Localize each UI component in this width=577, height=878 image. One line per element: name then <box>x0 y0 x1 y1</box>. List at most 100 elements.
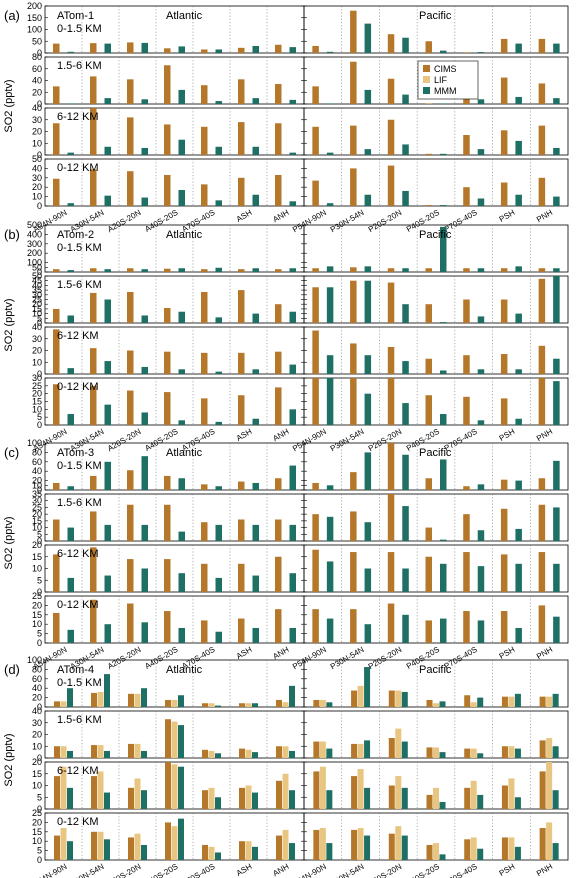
y-tick-label: 15 <box>32 552 42 562</box>
x-tick-label: P30N-54N <box>329 427 366 454</box>
bar-cims <box>388 833 395 860</box>
y-tick-label: 20 <box>32 540 42 550</box>
bar-mmm <box>552 790 559 809</box>
bar-mmm <box>104 361 111 374</box>
bar-cims <box>53 123 60 155</box>
bar-cims <box>425 268 432 272</box>
bar-mmm <box>477 369 485 374</box>
bar-cims <box>90 475 97 490</box>
bar-cims <box>164 174 171 206</box>
bar-mmm <box>67 787 73 809</box>
bar-cims <box>275 519 282 541</box>
bar-mmm <box>67 315 74 323</box>
bar-mmm <box>215 486 222 490</box>
x-tick-label: A30N-54N <box>69 862 106 878</box>
x-tick-label: P20S-20N <box>367 862 404 878</box>
y-tick-label: 10 <box>32 523 42 533</box>
bar-cims <box>538 38 546 53</box>
bar-mmm <box>364 89 372 104</box>
bar-mmm <box>104 624 111 643</box>
bar-mmm <box>364 568 372 592</box>
bar-cims <box>201 49 208 53</box>
bar-mmm <box>67 51 74 53</box>
bar-mmm <box>104 750 110 758</box>
bar-cims <box>238 395 245 425</box>
bar-cims <box>201 398 208 425</box>
bar-cims <box>127 268 134 272</box>
bar-cims <box>387 78 395 104</box>
bar-cims <box>501 837 508 860</box>
bar-cims <box>165 822 171 860</box>
y-tick-label: 40 <box>32 103 42 113</box>
bar-mmm <box>402 304 409 323</box>
bar-mmm <box>215 200 222 206</box>
bar-mmm <box>141 790 147 809</box>
bar-cims <box>238 177 245 206</box>
bar-cims <box>500 479 508 490</box>
bar-cims <box>275 556 282 592</box>
bar-cims <box>538 177 546 206</box>
bar-cims <box>387 603 395 643</box>
bar-mmm <box>289 47 296 53</box>
y-tick-label: 20 <box>32 509 42 519</box>
bar-mmm <box>178 420 185 425</box>
bar-mmm <box>477 52 485 53</box>
y-tick-label: 40 <box>32 683 42 693</box>
bar-cims <box>350 343 357 374</box>
y-tick-label: 150 <box>27 13 42 23</box>
y-tick-label: 35 <box>32 285 42 295</box>
bar-mmm <box>401 835 408 860</box>
y-tick-label: 200 <box>27 248 42 258</box>
bar-lif <box>357 769 364 809</box>
y-tick-label: 400 <box>27 229 42 239</box>
y-tick-label: 0 <box>37 369 42 379</box>
x-tick-label: ANH <box>271 645 290 661</box>
bar-cims <box>388 785 395 809</box>
bar-mmm <box>364 787 371 809</box>
axes-frame <box>303 377 569 426</box>
bar-cims <box>350 472 357 490</box>
x-tick-label: P20S-20N <box>367 208 404 234</box>
basin-label-atlantic: Atlantic <box>166 447 203 459</box>
bar-mmm <box>215 421 222 425</box>
bar-cims <box>426 699 433 707</box>
axes-frame <box>303 595 569 644</box>
altitude-label: 6-12 KM <box>57 548 99 560</box>
bar-cims <box>501 785 508 809</box>
bar-mmm <box>326 790 333 809</box>
basin-label-pacific: Pacific <box>419 447 452 459</box>
bar-cims <box>312 86 319 104</box>
x-tick-label: P20S-20N <box>367 427 404 453</box>
y-tick-label: 80 <box>32 664 42 674</box>
bar-mmm <box>477 697 484 707</box>
bar-cims <box>128 837 134 860</box>
bar-lif <box>282 746 289 758</box>
bar-mmm <box>289 524 296 541</box>
bar-mmm <box>515 266 522 272</box>
bar-mmm <box>402 614 409 643</box>
bar-cims <box>387 378 395 425</box>
y-tick-label: 20 <box>32 87 42 97</box>
bar-cims <box>201 291 208 323</box>
bar-lif <box>97 831 104 860</box>
bar-lif <box>395 826 402 860</box>
bar-mmm <box>364 149 372 155</box>
bar-mmm <box>364 280 372 323</box>
y-tick-label: 200 <box>27 1 42 11</box>
bar-mmm <box>252 703 258 707</box>
bar-cims <box>538 504 546 541</box>
bar-mmm <box>553 381 560 425</box>
bar-mmm <box>553 196 560 206</box>
bar-cims <box>464 695 471 707</box>
y-tick-label: 10 <box>32 564 42 574</box>
bar-mmm <box>252 313 259 323</box>
bar-cims <box>54 835 60 860</box>
bar-cims <box>313 699 320 707</box>
y-tick-label: 5 <box>37 792 42 802</box>
altitude-label: 0-1.5 KM <box>57 23 102 35</box>
bar-cims <box>91 776 97 809</box>
bar-lif <box>470 780 477 809</box>
y-tick-label: 25 <box>32 295 42 305</box>
